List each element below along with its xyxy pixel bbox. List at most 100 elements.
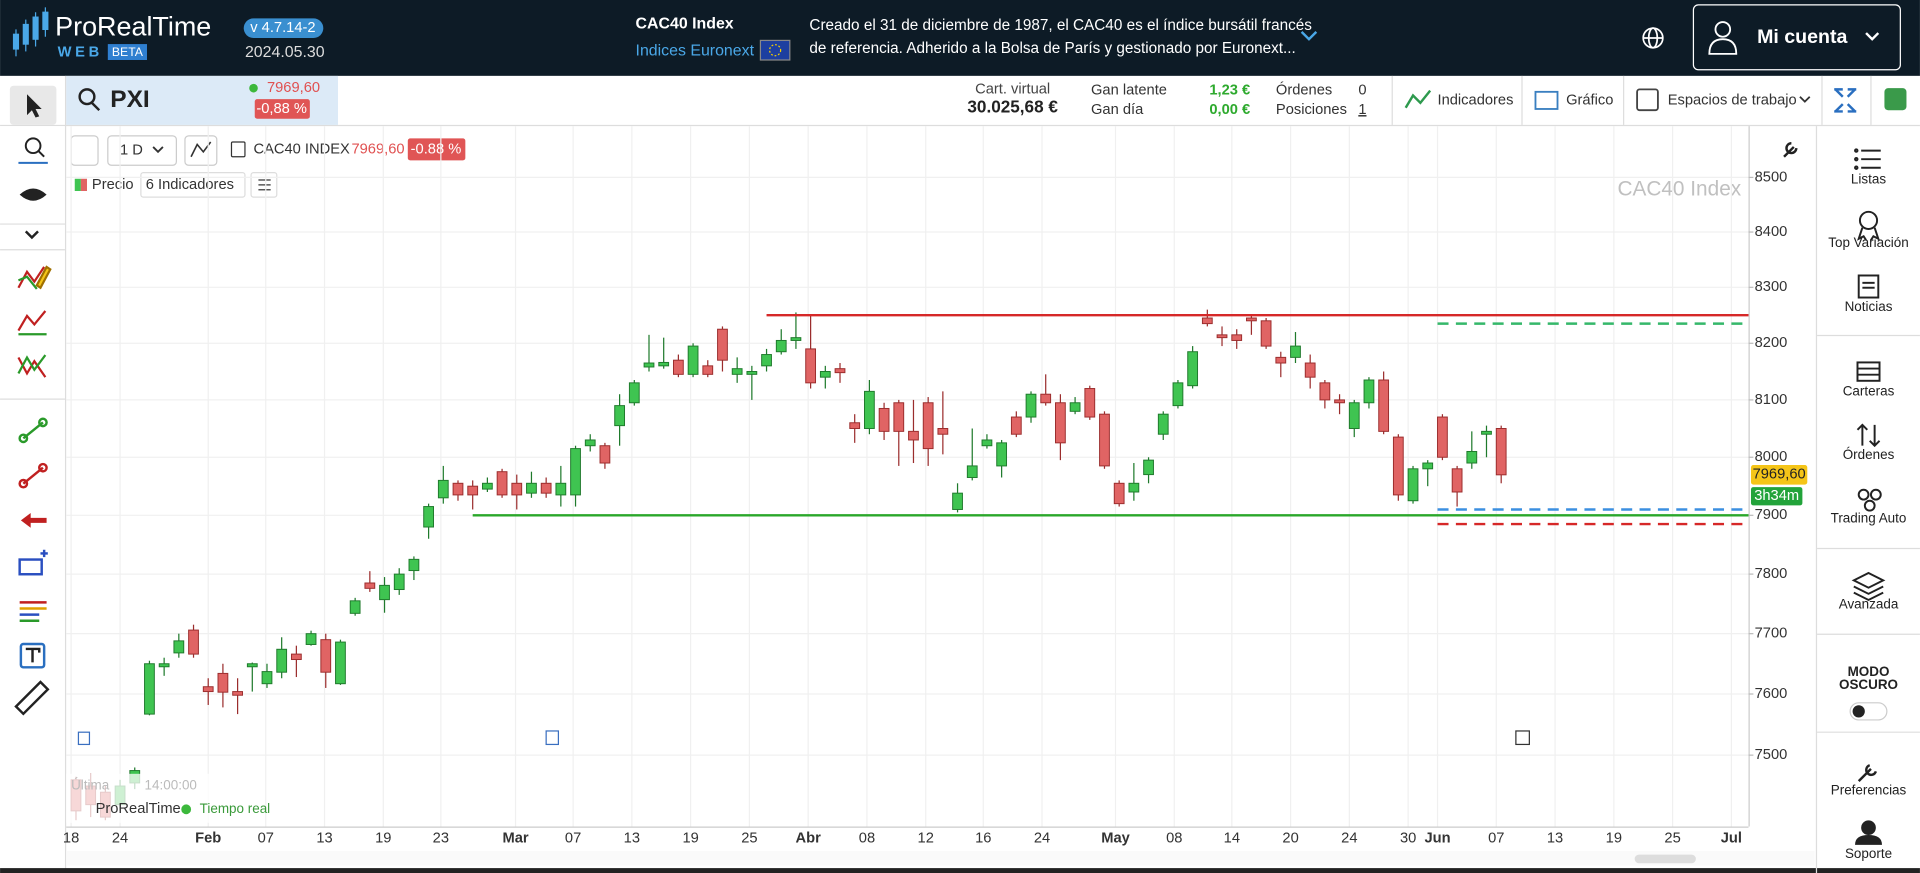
pointer-tool[interactable] (27, 94, 42, 118)
draw-tool[interactable] (17, 265, 52, 290)
candle-body (290, 653, 302, 661)
scrollbar[interactable] (66, 850, 1815, 866)
info-icon[interactable] (230, 141, 246, 158)
side-item[interactable]: Órdenes (1843, 447, 1895, 462)
side-item[interactable]: Trading Auto (1831, 511, 1907, 526)
orders-label: Órdenes (1276, 81, 1332, 98)
settings-icon[interactable] (1783, 142, 1798, 158)
lock-button[interactable] (70, 135, 99, 166)
y-tick-label: 7600 (1755, 686, 1788, 702)
candle-body (658, 361, 670, 367)
candle-body (144, 663, 155, 715)
side-icon (1857, 764, 1878, 783)
candle-body (1451, 468, 1463, 493)
candle-body (1275, 356, 1287, 364)
tools-collapse[interactable] (24, 230, 39, 240)
toggle-knob (1852, 705, 1865, 718)
eu-flag (759, 39, 791, 61)
market[interactable]: Indices Euronext (636, 43, 755, 60)
dark-mode-label: OSCURO (1839, 677, 1898, 692)
positions-value[interactable]: 1 (1358, 102, 1366, 118)
x-tick-label: Mar (502, 831, 528, 847)
rect-tool[interactable] (18, 549, 48, 576)
period-select[interactable] (107, 135, 177, 166)
workspaces-button[interactable]: Espacios de trabajo (1668, 92, 1797, 108)
candle-body (1334, 399, 1345, 404)
candle-body (526, 482, 537, 494)
fib-tool[interactable] (19, 601, 47, 622)
candle-body (511, 482, 523, 496)
fullscreen-icon[interactable] (1834, 88, 1857, 113)
channel-tool[interactable] (17, 354, 47, 378)
side-item[interactable]: Listas (1851, 172, 1886, 187)
expand-chevron[interactable] (1300, 30, 1318, 41)
arrow-tool[interactable] (20, 513, 47, 528)
chart-change-pill (407, 138, 466, 161)
indicators-select[interactable] (140, 172, 246, 198)
candle-body (746, 371, 758, 375)
candle-body (246, 663, 258, 668)
export-icon[interactable] (1884, 88, 1907, 111)
side-item[interactable]: Top Variación (1828, 235, 1909, 250)
chart-icon (1534, 90, 1559, 110)
side-item[interactable]: Carteras (1843, 383, 1895, 398)
candle-body (1216, 334, 1228, 339)
candle-body (335, 641, 346, 685)
side-item[interactable]: Noticias (1845, 299, 1893, 314)
side-item[interactable]: Avanzada (1839, 596, 1899, 611)
candles (70, 309, 1507, 821)
candle-body (996, 442, 1008, 467)
candle-body (437, 479, 449, 499)
y-tick-label: 8200 (1755, 335, 1788, 351)
chart-button[interactable]: Gráfico (1566, 92, 1613, 108)
candle-body (1099, 413, 1110, 467)
side-icon (1857, 488, 1882, 512)
x-tick-label: 13 (624, 831, 640, 847)
eu-stars (768, 44, 782, 57)
trend-tool[interactable] (17, 310, 47, 336)
chart-type-button[interactable] (184, 135, 218, 166)
indicators-count: 6 Indicadores (146, 177, 234, 193)
price-tag-text: 7969,60 (1753, 467, 1806, 483)
x-tick-label: May (1101, 831, 1130, 847)
portfolio-label: Cart. virtual (975, 81, 1050, 97)
logo-icon (12, 7, 49, 57)
scroll-thumb[interactable] (1634, 854, 1696, 864)
chart-instrument: CAC40 INDEX (254, 141, 351, 157)
view-tool[interactable] (19, 188, 47, 201)
globe-icon[interactable] (1642, 27, 1664, 49)
candle-body (393, 573, 405, 591)
y-tick-label: 7800 (1755, 566, 1788, 582)
ray-tool[interactable] (18, 462, 48, 489)
candle-body (1466, 450, 1478, 464)
account-button[interactable] (1692, 4, 1901, 71)
x-tick-label: 07 (1488, 831, 1504, 847)
x-tick-label: 19 (375, 831, 391, 847)
x-tick-label: 24 (1341, 831, 1357, 847)
side-icon (1857, 274, 1880, 299)
zoom-tool[interactable] (18, 137, 48, 164)
beta-text: BETA (112, 45, 144, 59)
side-item[interactable]: Soporte (1845, 846, 1892, 861)
description-line: Creado el 31 de diciembre de 1987, el CA… (809, 17, 1312, 34)
side-icon (1851, 571, 1886, 602)
side-item[interactable]: Preferencias (1831, 783, 1907, 798)
text-tool[interactable] (19, 642, 46, 669)
candle-body (628, 382, 640, 404)
x-tick-label: Abr (796, 831, 822, 847)
candle-body (1495, 428, 1507, 476)
candle-body (819, 371, 831, 378)
period: 1 D (120, 142, 143, 158)
ruler-tool[interactable] (14, 680, 50, 716)
candle-body (908, 430, 919, 441)
segment-tool[interactable] (18, 417, 48, 444)
search-symbol: PXI (110, 86, 149, 113)
event-icons[interactable] (77, 730, 1530, 746)
indicators-button[interactable]: Indicadores (1438, 92, 1514, 108)
candle-body (834, 368, 846, 374)
candle-body (1069, 402, 1081, 412)
last-time: 14:00:00 (145, 778, 197, 793)
unrealized-value: 1,23 € (1209, 82, 1250, 98)
